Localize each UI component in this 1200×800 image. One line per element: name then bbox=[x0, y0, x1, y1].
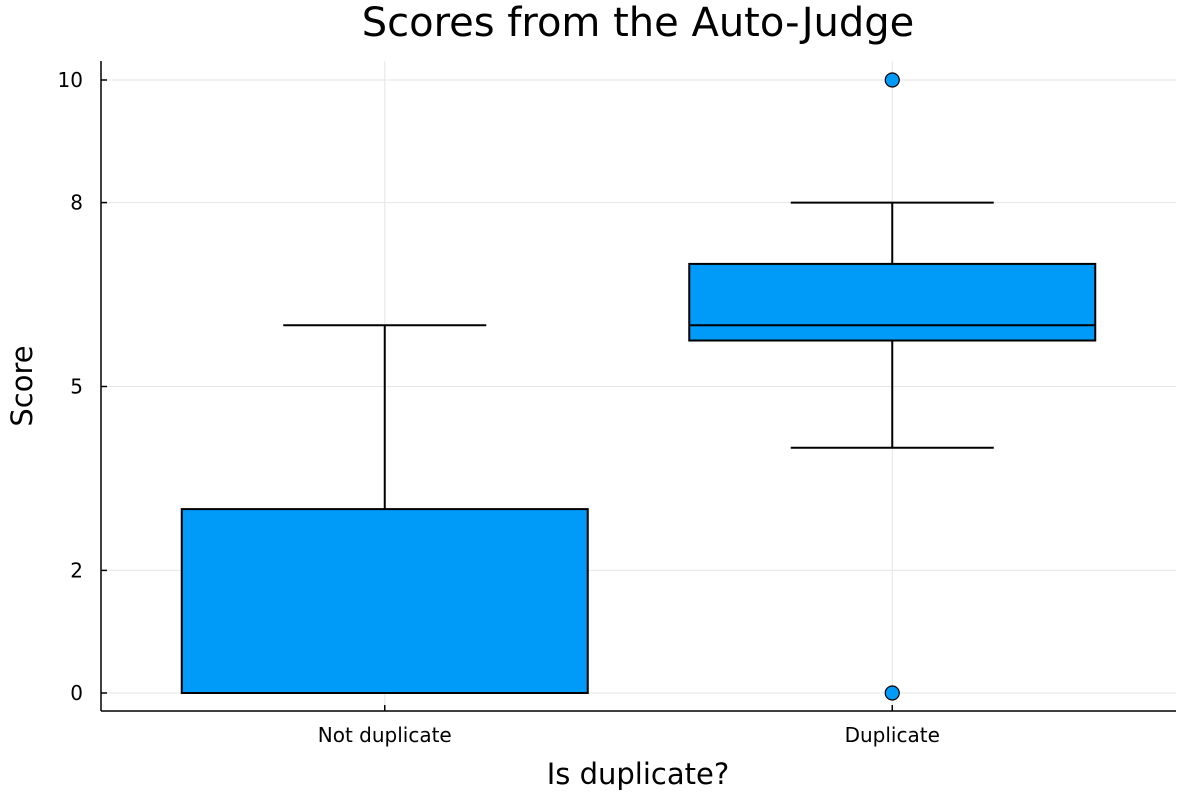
y-tick-labels: 0 2 5 8 10 bbox=[58, 68, 107, 705]
x-tick-label: Not duplicate bbox=[318, 723, 452, 747]
x-tick-label: Duplicate bbox=[845, 723, 940, 747]
y-tick-label: 2 bbox=[70, 558, 83, 582]
outlier-point bbox=[884, 72, 900, 88]
chart-title: Scores from the Auto-Judge bbox=[362, 0, 915, 46]
y-axis-label: Score bbox=[5, 345, 39, 426]
y-tick-label: 8 bbox=[70, 191, 83, 215]
y-tick-label: 10 bbox=[58, 68, 83, 92]
x-tick-labels: Not duplicate Duplicate bbox=[318, 705, 940, 747]
y-tick-label: 5 bbox=[70, 375, 83, 399]
y-tick-label: 0 bbox=[70, 681, 83, 705]
interquartile-box bbox=[688, 262, 1097, 342]
boxes bbox=[180, 72, 1097, 701]
interquartile-box bbox=[180, 508, 589, 694]
box-not-duplicate bbox=[180, 324, 589, 694]
outlier-point bbox=[884, 685, 900, 701]
x-axis-label: Is duplicate? bbox=[547, 757, 730, 791]
box-duplicate bbox=[688, 72, 1097, 701]
